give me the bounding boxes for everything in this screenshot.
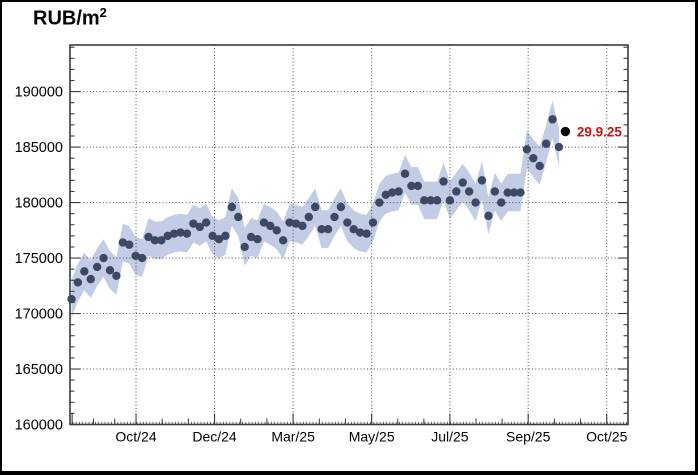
data-point: [99, 253, 108, 263]
data-point: [394, 187, 403, 196]
chart-title-base: RUB/m: [33, 7, 100, 30]
data-point: [157, 236, 166, 245]
data-point: [535, 161, 544, 171]
data-point: [240, 242, 249, 252]
data-point: [201, 218, 211, 227]
data-point: [298, 221, 307, 231]
data-point: [253, 234, 262, 244]
data-point: [420, 196, 429, 205]
data-point: [234, 212, 243, 222]
x-axis-label: Mar/25: [271, 429, 315, 445]
data-point: [355, 228, 365, 237]
data-point: [272, 226, 281, 235]
chart-title-superscript: 2: [99, 5, 107, 20]
data-point: [343, 218, 352, 227]
data-point: [246, 232, 256, 242]
data-point: [208, 231, 217, 241]
latest-point-label: 29.9.25: [577, 124, 623, 139]
data-point: [541, 139, 551, 148]
x-axis-label: Jul/25: [431, 429, 469, 445]
data-point: [445, 196, 455, 205]
x-axis-label: Oct/25: [586, 429, 627, 445]
data-point: [548, 115, 557, 124]
data-point: [144, 232, 153, 242]
data-point: [73, 278, 83, 287]
y-axis-label: 170000: [15, 306, 63, 322]
data-point: [368, 218, 378, 227]
data-point: [362, 229, 371, 238]
data-point: [330, 212, 339, 222]
data-point: [80, 267, 89, 276]
y-axis-label: 185000: [15, 140, 63, 156]
data-point: [497, 198, 506, 207]
data-point: [375, 198, 384, 207]
data-point: [214, 234, 224, 244]
data-point: [349, 225, 358, 234]
data-point: [285, 218, 294, 227]
data-point: [112, 271, 121, 281]
x-axis-label: Oct/24: [115, 429, 156, 445]
data-point: [323, 225, 333, 234]
data-point: [426, 196, 435, 205]
data-point: [509, 188, 519, 197]
data-point: [484, 211, 493, 221]
data-point: [67, 294, 76, 304]
y-axis-label: 160000: [15, 417, 63, 433]
data-point: [413, 181, 423, 191]
data-point: [381, 190, 390, 200]
data-point: [432, 196, 442, 205]
data-point: [529, 153, 538, 163]
data-point: [291, 219, 301, 228]
data-point: [169, 229, 179, 238]
data-point: [477, 176, 487, 185]
data-point: [182, 229, 192, 238]
x-axis-label: Sep/25: [506, 429, 551, 445]
y-axis-label: 190000: [15, 84, 63, 100]
data-point: [176, 228, 185, 237]
data-point: [336, 202, 346, 212]
data-point: [311, 202, 320, 212]
data-point: [439, 177, 448, 186]
latest-data-point: [560, 126, 571, 137]
x-axis-label: May/25: [349, 429, 395, 445]
y-axis-label: 175000: [15, 251, 63, 267]
data-point: [458, 178, 467, 187]
data-point: [163, 231, 172, 241]
data-point: [131, 251, 140, 261]
data-point: [92, 262, 102, 272]
data-point: [554, 142, 564, 152]
y-axis-label: 180000: [15, 195, 63, 211]
data-point: [195, 222, 204, 232]
y-axis-label: 165000: [15, 362, 63, 378]
data-point: [189, 219, 198, 228]
data-point: [317, 225, 326, 234]
data-point: [522, 145, 532, 154]
data-point: [125, 240, 134, 249]
data-point: [221, 231, 230, 241]
data-point: [471, 198, 480, 207]
data-point: [150, 236, 160, 245]
data-point: [464, 187, 474, 196]
data-point: [86, 274, 95, 284]
data-point: [278, 236, 288, 245]
data-point: [259, 218, 269, 227]
data-point: [266, 221, 275, 231]
plot-frame: [69, 44, 629, 426]
x-axis-label: Dec/24: [192, 429, 237, 445]
data-point: [118, 238, 128, 247]
data-point: [452, 187, 461, 196]
data-point: [490, 187, 500, 196]
data-point: [388, 188, 397, 197]
data-point: [516, 188, 525, 197]
data-point: [400, 169, 410, 178]
data-point: [137, 253, 147, 263]
data-point: [407, 181, 416, 191]
data-point: [503, 188, 512, 197]
data-point: [304, 212, 314, 222]
data-point: [105, 266, 115, 275]
data-point: [227, 202, 237, 212]
chart-title: RUB/m2: [33, 5, 107, 31]
